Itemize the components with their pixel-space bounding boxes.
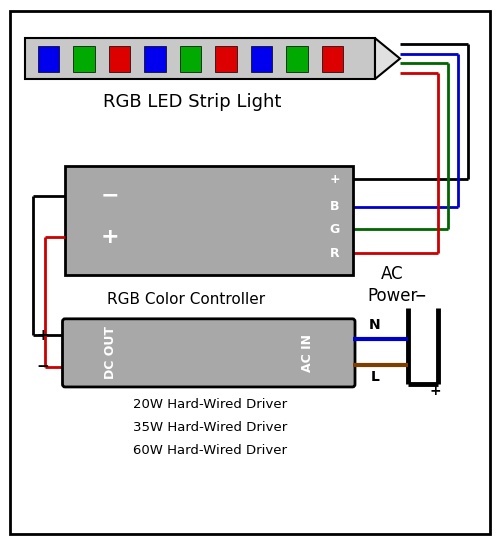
Text: AC: AC <box>381 265 404 283</box>
Bar <box>73 46 94 72</box>
Text: −: − <box>36 359 49 374</box>
Text: −: − <box>100 186 119 205</box>
Text: +: + <box>429 384 441 398</box>
Text: RGB Color Controller: RGB Color Controller <box>106 292 265 307</box>
Text: +: + <box>330 173 340 186</box>
Bar <box>65 166 352 275</box>
FancyBboxPatch shape <box>62 319 355 387</box>
Polygon shape <box>375 38 400 79</box>
Text: R: R <box>330 247 340 260</box>
Text: 20W Hard-Wired Driver: 20W Hard-Wired Driver <box>133 398 287 411</box>
Text: +: + <box>36 328 49 343</box>
Bar <box>38 46 59 72</box>
Text: Power: Power <box>368 287 418 305</box>
Bar <box>180 46 201 72</box>
Bar <box>108 46 130 72</box>
Text: AC IN: AC IN <box>301 334 314 372</box>
Bar <box>322 46 344 72</box>
Text: B: B <box>330 200 340 213</box>
Text: L: L <box>370 371 380 384</box>
Text: RGB LED Strip Light: RGB LED Strip Light <box>104 93 282 111</box>
Text: DC OUT: DC OUT <box>104 326 117 379</box>
Bar <box>144 46 166 72</box>
Text: +: + <box>100 227 119 247</box>
Text: −: − <box>414 288 426 302</box>
Text: N: N <box>369 318 381 332</box>
Text: G: G <box>330 223 340 236</box>
Bar <box>251 46 272 72</box>
Text: 35W Hard-Wired Driver: 35W Hard-Wired Driver <box>133 421 287 434</box>
Bar <box>216 46 237 72</box>
Text: 60W Hard-Wired Driver: 60W Hard-Wired Driver <box>133 444 287 457</box>
Bar <box>286 46 308 72</box>
Bar <box>25 38 375 79</box>
